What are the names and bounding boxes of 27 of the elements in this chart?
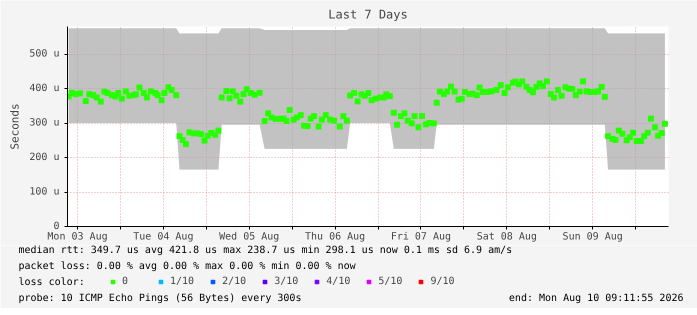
legend-label: 9/10 bbox=[430, 276, 455, 287]
y-tick-label: 100 u bbox=[29, 186, 60, 198]
legend-label: 4/10 bbox=[326, 276, 350, 287]
x-tick-label: Thu 06 Aug bbox=[304, 232, 366, 242]
x-tick-label: Fri 07 Aug bbox=[390, 232, 452, 242]
legend-label: 0 bbox=[122, 276, 130, 287]
legend-label: 3/10 bbox=[274, 276, 298, 287]
y-tick-label: 0 bbox=[53, 221, 60, 232]
text: probe: 10 ICMP Echo Pings (56 Bytes) every 300s bbox=[18, 293, 302, 304]
y-tick-label: 500 u bbox=[29, 48, 60, 60]
y-tick-label: 400 u bbox=[29, 83, 60, 94]
x-tick-label: Mon 03 Aug bbox=[47, 232, 108, 242]
x-tick-label: Sat 08 Aug bbox=[476, 232, 537, 242]
text: packet loss: 0.00 % avg 0.00 % max 0.00 % min 0.00 % now bbox=[18, 261, 357, 272]
legend-label: 5/10 bbox=[378, 276, 402, 287]
x-tick-label: Tue 04 Aug bbox=[133, 232, 194, 242]
y-axis-title: Seconds bbox=[8, 103, 22, 150]
x-tick-label: Sun 09 Aug bbox=[562, 232, 623, 242]
legend-title: loss color: bbox=[18, 277, 85, 288]
legend-label: 2/10 bbox=[222, 276, 246, 287]
chart-title: Last 7 Days bbox=[328, 8, 408, 22]
text: median rtt: 349.7 us avg 421.8 us max 238.7 us min 298.1 us now 0.1 ms sd 6.9 am/s bbox=[18, 245, 512, 256]
y-tick-label: 200 u bbox=[29, 152, 60, 164]
text: end: Mon Aug 10 09:11:55 2026 bbox=[508, 293, 684, 304]
legend-label: 1/10 bbox=[170, 276, 194, 287]
x-tick-label: Wed 05 Aug bbox=[219, 232, 280, 242]
y-tick-label: 300 u bbox=[29, 118, 60, 129]
